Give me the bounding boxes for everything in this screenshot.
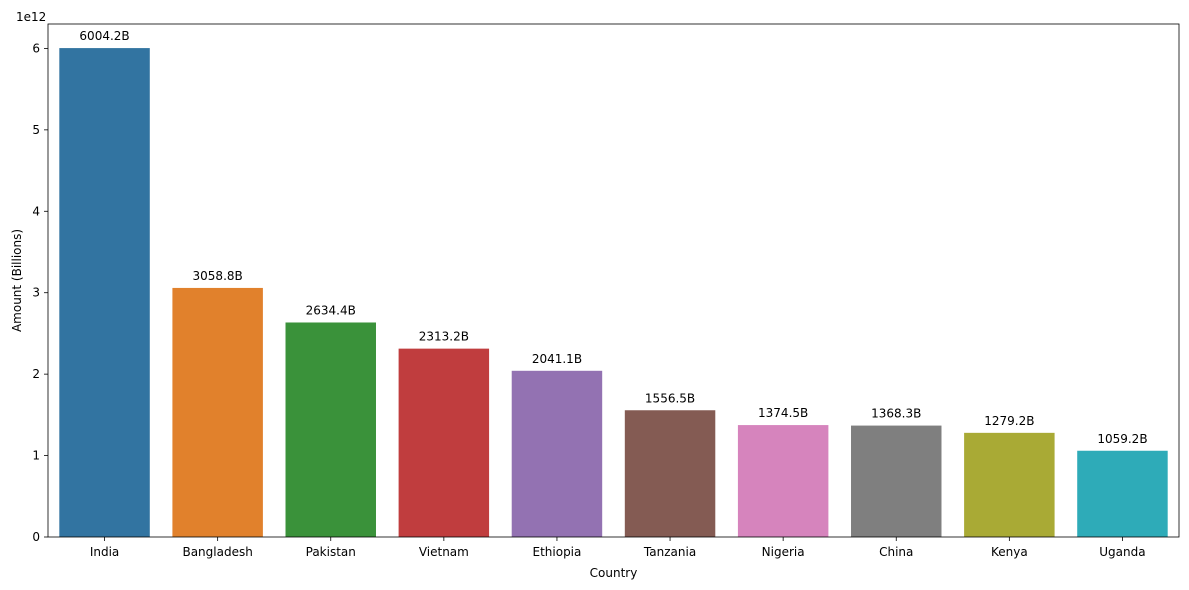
y-tick-label-2: 2: [32, 367, 40, 381]
x-axis-label: Country: [590, 566, 638, 580]
y-axis-label: Amount (Billions): [10, 229, 24, 332]
bar-vietnam: [398, 348, 490, 537]
x-tick-label-uganda: Uganda: [1099, 545, 1145, 559]
x-tick-label-tanzania: Tanzania: [643, 545, 696, 559]
y-tick-label-6: 6: [32, 41, 40, 55]
x-tick-label-ethiopia: Ethiopia: [533, 545, 582, 559]
bar-nigeria: [737, 425, 829, 537]
x-tick-label-bangladesh: Bangladesh: [182, 545, 252, 559]
data-label-tanzania: 1556.5B: [645, 391, 695, 405]
x-tick-label-nigeria: Nigeria: [762, 545, 805, 559]
y-tick-label-0: 0: [32, 530, 40, 544]
bars-group: [59, 48, 1168, 537]
data-labels-group: 6004.2B 3058.8B 2634.4B 2313.2B 2041.1B 1556.…: [79, 29, 1147, 446]
data-label-nigeria: 1374.5B: [758, 406, 808, 420]
bar-bangladesh: [172, 287, 263, 537]
x-tick-label-china: China: [879, 545, 913, 559]
bar-china: [851, 425, 942, 537]
x-tick-label-vietnam: Vietnam: [419, 545, 469, 559]
data-label-china: 1368.3B: [871, 407, 921, 421]
data-label-bangladesh: 3058.8B: [193, 269, 243, 283]
bar-india: [59, 48, 150, 537]
y-offset-label: 1e12: [16, 10, 46, 24]
bar-pakistan: [285, 322, 376, 537]
y-tick-label-3: 3: [32, 286, 40, 300]
bar-uganda: [1077, 450, 1168, 537]
data-label-pakistan: 2634.4B: [306, 303, 356, 317]
data-label-uganda: 1059.2B: [1097, 432, 1147, 446]
y-tick-label-5: 5: [32, 123, 40, 137]
y-tick-label-4: 4: [32, 204, 40, 218]
x-axis: India Bangladesh Pakistan Vietnam Ethiopia Ta…: [90, 537, 1146, 559]
bar-tanzania: [624, 410, 716, 537]
y-tick-label-1: 1: [32, 449, 40, 463]
bar-kenya: [964, 432, 1055, 537]
data-label-india: 6004.2B: [79, 29, 129, 43]
bar-ethiopia: [511, 370, 603, 537]
data-label-vietnam: 2313.2B: [419, 330, 469, 344]
y-axis: 0 1 2 3 4 5 6: [32, 41, 48, 544]
x-tick-label-pakistan: Pakistan: [306, 545, 356, 559]
plot-frame: [47, 23, 1180, 538]
data-label-kenya: 1279.2B: [984, 414, 1034, 428]
x-tick-label-india: India: [90, 545, 119, 559]
x-tick-label-kenya: Kenya: [991, 545, 1028, 559]
data-label-ethiopia: 2041.1B: [532, 352, 582, 366]
